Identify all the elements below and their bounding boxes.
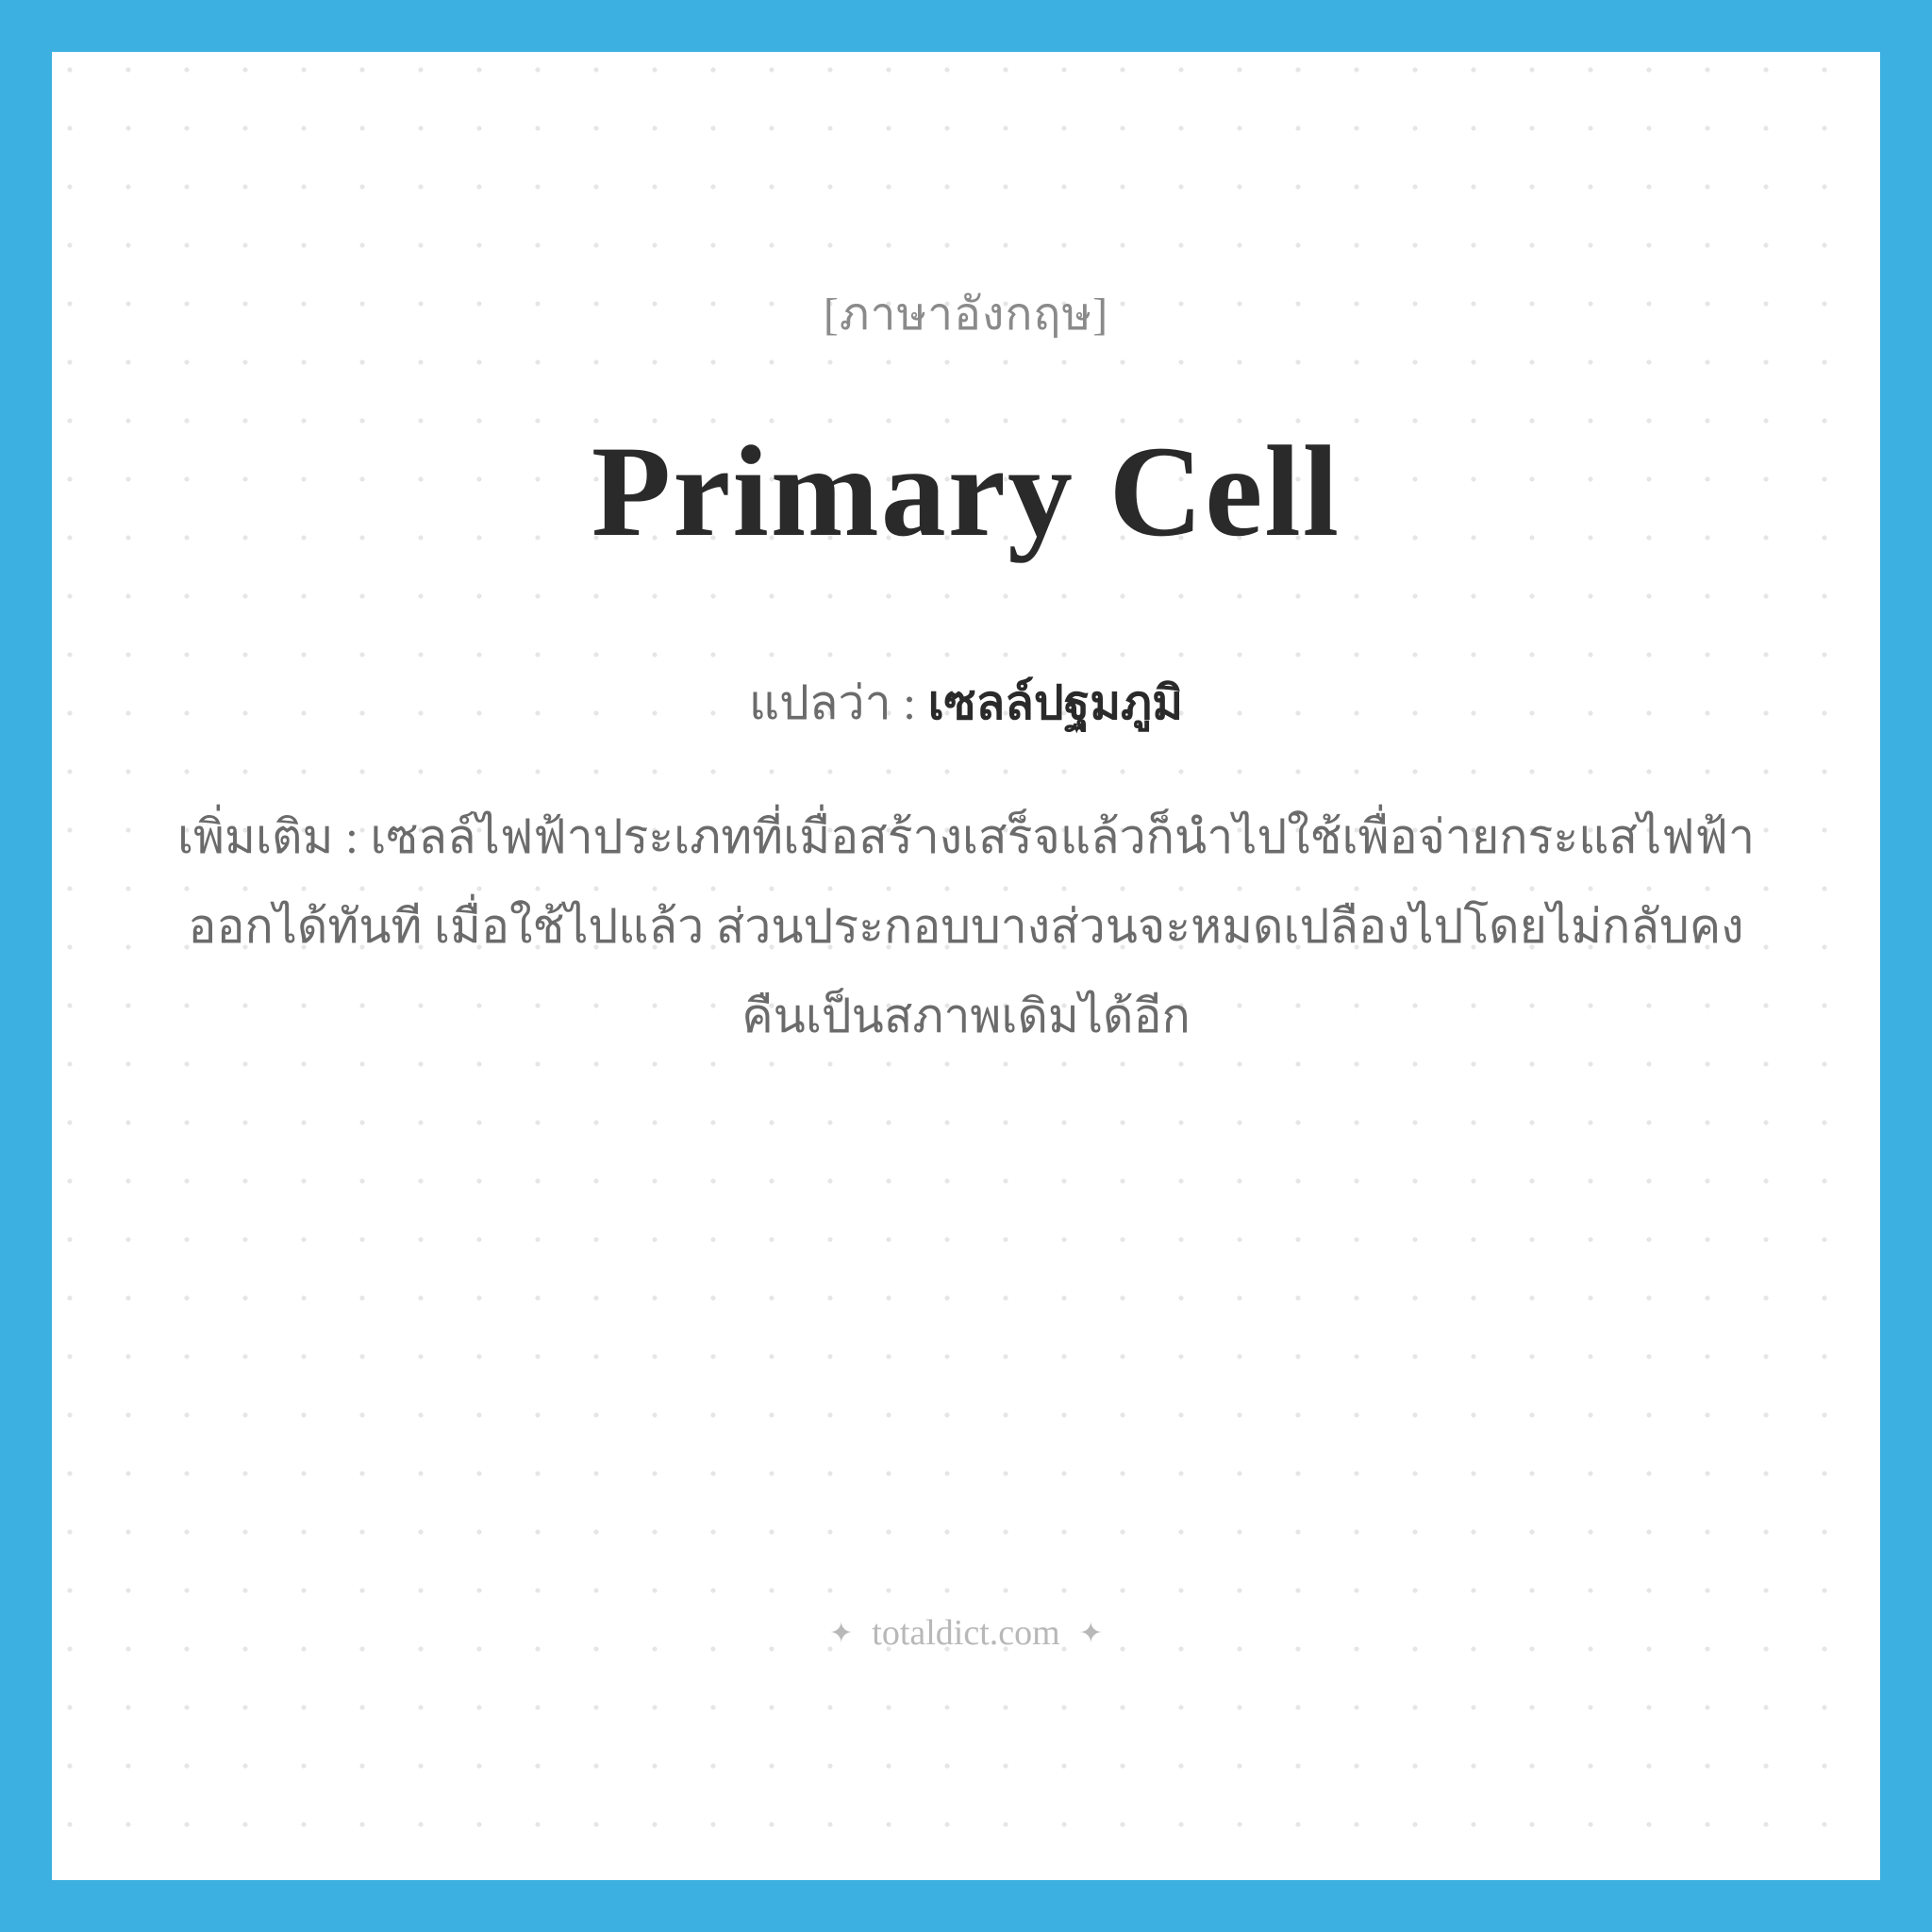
detail-value: เซลล์ไฟฟ้าประเภทที่เมื่อสร้างเสร็จแล้วก็… (188, 810, 1755, 1042)
card-inner: [ภาษาอังกฤษ] Primary Cell แปลว่า : เซลล์… (52, 52, 1880, 1880)
translation-line: แปลว่า : เซลล์ปฐมภูมิ (749, 660, 1183, 745)
footer-site: totaldict.com (872, 1612, 1059, 1654)
footer: ✦ totaldict.com ✦ (829, 1612, 1103, 1654)
translation-label: แปลว่า : (749, 676, 928, 729)
sparkle-right-icon: ✦ (1079, 1617, 1103, 1650)
card-frame: [ภาษาอังกฤษ] Primary Cell แปลว่า : เซลล์… (0, 0, 1932, 1932)
translation-value: เซลล์ปฐมภูมิ (928, 676, 1184, 729)
detail-label: เพิ่มเติม : (177, 810, 370, 863)
category-label: [ภาษาอังกฤษ] (824, 278, 1108, 350)
sparkle-left-icon: ✦ (829, 1617, 853, 1650)
headline-term: Primary Cell (591, 416, 1341, 566)
detail-line: เพิ่มเติม : เซลล์ไฟฟ้าประเภทที่เมื่อสร้า… (164, 792, 1768, 1061)
